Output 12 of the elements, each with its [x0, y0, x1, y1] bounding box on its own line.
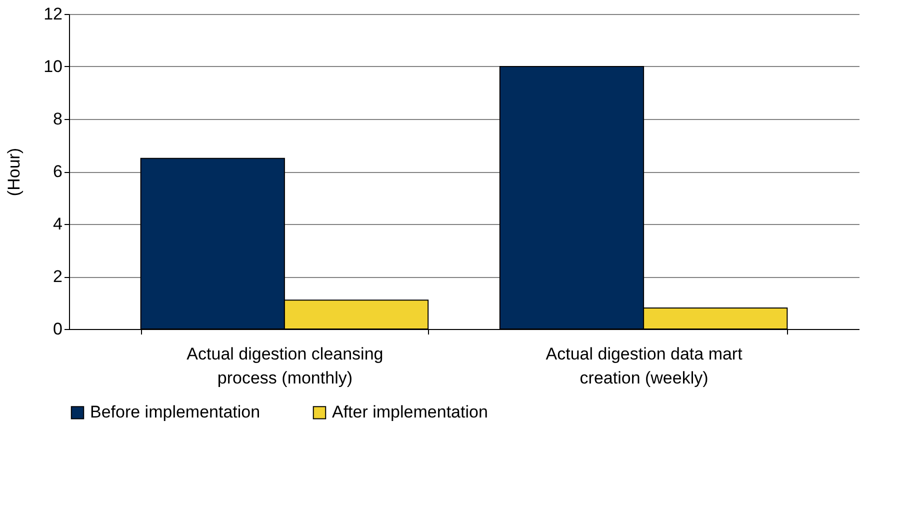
y-tick-label: 2 [53, 267, 62, 286]
y-tick-label: 10 [44, 57, 62, 76]
y-tick-label: 12 [44, 4, 62, 24]
y-tick-label: 4 [53, 214, 62, 234]
y-tick-label: 0 [53, 320, 62, 338]
x-tick-label: Actual digestion cleansing process (monthly) [186, 344, 384, 388]
legend-label: After implementation [332, 402, 488, 422]
x-tick-label: Actual digestion data mart creation (weekly) [546, 344, 743, 388]
legend-label: Before implementation [90, 402, 260, 422]
y-tick-label: 8 [53, 110, 62, 128]
y-tick-label: 6 [53, 162, 62, 181]
y-axis-title: (Hour) [4, 148, 24, 196]
